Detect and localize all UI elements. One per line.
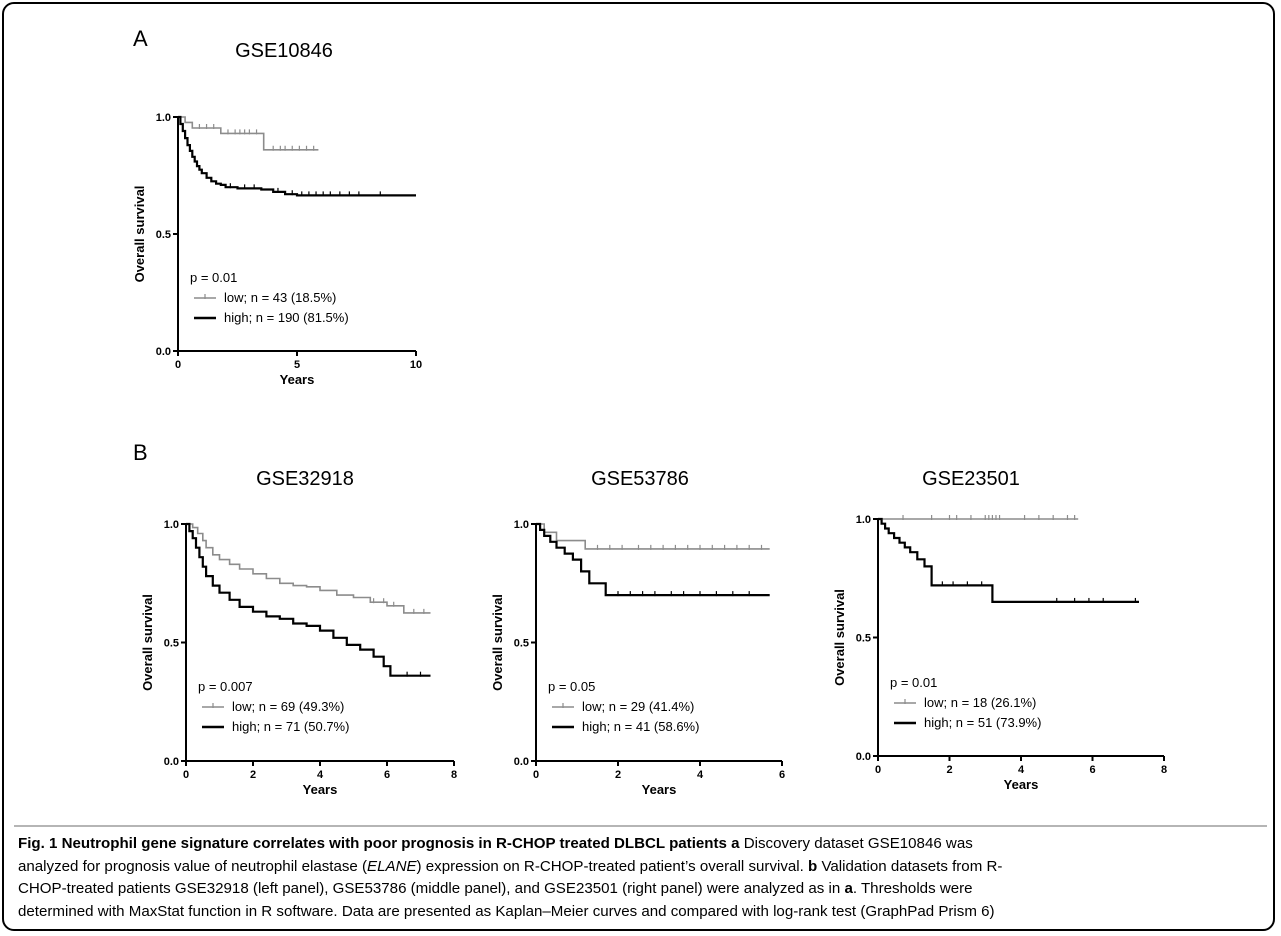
series-low-curve (178, 116, 319, 151)
caption-title: Fig. 1 Neutrophil gene signature correla… (18, 835, 727, 852)
caption-line-4: determined with MaxStat function in R so… (18, 902, 995, 920)
x-axis-label: Years (1004, 777, 1039, 792)
legend-label: low; n = 29 (41.4%) (582, 699, 694, 714)
chart-title: GSE53786 (591, 468, 689, 490)
x-tick-label: 0 (533, 769, 539, 781)
series-high-curve (186, 522, 431, 677)
legend-label: low; n = 43 (18.5%) (224, 290, 336, 305)
x-axis-label: Years (303, 782, 338, 797)
caption-text-2b: ) expression on R-CHOP-treated patient’s… (416, 857, 809, 875)
p-value-label: p = 0.01 (890, 675, 937, 690)
chart-title: GSE23501 (922, 468, 1020, 490)
y-tick-label: 1.0 (156, 112, 171, 124)
chart-title: GSE32918 (256, 468, 354, 490)
legend-label: high; n = 51 (73.9%) (924, 715, 1041, 730)
chart-title: GSE10846 (235, 40, 333, 62)
caption-text-3a: CHOP-treated patients GSE32918 (left pan… (18, 880, 845, 897)
x-axis-label: Years (280, 372, 315, 387)
x-tick-label: 6 (779, 769, 785, 781)
y-tick-label: 0.5 (164, 638, 179, 650)
y-axis-label: Overall survival (832, 589, 847, 686)
y-tick-label: 0.0 (164, 756, 179, 768)
series-high-curve (178, 115, 416, 197)
x-tick-label: 0 (875, 764, 881, 776)
x-tick-label: 4 (697, 769, 704, 781)
caption-text-1: Discovery dataset GSE10846 was (739, 835, 973, 852)
x-tick-label: 4 (317, 769, 324, 781)
x-tick-label: 2 (250, 769, 256, 781)
km-chart-gse32918: GSE32918 0.0 0.5 1.0 0 2 4 6 8 Years Overall survi… (140, 468, 457, 797)
caption-bold-b: b (808, 857, 818, 875)
km-chart-gse23501: GSE23501 0.0 0.5 1.0 0 2 4 6 8 Years Overall survi… (832, 468, 1167, 792)
caption-line-2: analyzed for prognosis value of neutroph… (18, 856, 1266, 879)
x-tick-label: 8 (1161, 764, 1167, 776)
caption-bold-a2: a (844, 880, 853, 897)
series-low-curve (536, 523, 770, 550)
y-tick-label: 0.0 (514, 756, 529, 768)
km-chart-gse53786: GSE53786 0.0 0.5 1.0 0 2 4 6 Years Overall surviv… (490, 468, 785, 797)
x-axis-label: Years (642, 782, 677, 797)
y-axis-label: Overall survival (132, 186, 147, 283)
caption-text-3b: . Thresholds were (852, 880, 973, 897)
caption-text-2c: Validation datasets from R- (817, 857, 1003, 875)
y-tick-label: 0.5 (514, 638, 529, 650)
x-tick-label: 10 (410, 359, 422, 371)
p-value-label: p = 0.05 (548, 679, 595, 694)
x-tick-label: 0 (175, 359, 181, 371)
caption-bold-a: a (731, 835, 740, 852)
y-tick-label: 0.0 (856, 751, 871, 763)
y-axis-label: Overall survival (140, 594, 155, 691)
p-value-label: p = 0.007 (198, 679, 253, 694)
x-tick-label: 8 (451, 769, 457, 781)
legend-label: high; n = 41 (58.6%) (582, 719, 699, 734)
figure-caption: Fig. 1 Neutrophil gene signature correla… (18, 833, 1266, 923)
series-high-curve (536, 522, 770, 597)
legend-label: high; n = 190 (81.5%) (224, 310, 349, 325)
x-tick-label: 2 (946, 764, 952, 776)
x-tick-label: 6 (384, 769, 390, 781)
series-high-curve (878, 517, 1139, 603)
x-tick-label: 6 (1089, 764, 1095, 776)
panel-a-letter: A (133, 26, 148, 51)
km-chart-gse10846: GSE10846 0.0 0.5 1.0 0 5 10 Years Overall surviv… (132, 40, 422, 387)
series-low-curve (186, 523, 431, 614)
y-tick-label: 1.0 (856, 514, 871, 526)
x-tick-label: 0 (183, 769, 189, 781)
caption-separator (14, 825, 1267, 827)
x-tick-label: 4 (1018, 764, 1025, 776)
panel-b-letter: B (133, 440, 148, 465)
legend-label: high; n = 71 (50.7%) (232, 719, 349, 734)
p-value-label: p = 0.01 (190, 270, 237, 285)
y-axis-label: Overall survival (490, 594, 505, 691)
legend-label: low; n = 69 (49.3%) (232, 699, 344, 714)
caption-text-2a: analyzed for prognosis value of neutroph… (18, 857, 368, 875)
caption-italic-elane: ELANE (367, 857, 417, 875)
y-tick-label: 1.0 (514, 519, 529, 531)
legend-label: low; n = 18 (26.1%) (924, 695, 1036, 710)
y-tick-label: 1.0 (164, 519, 179, 531)
x-tick-label: 5 (294, 359, 300, 371)
y-tick-label: 0.5 (156, 229, 171, 241)
y-tick-label: 0.5 (856, 633, 871, 645)
y-tick-label: 0.0 (156, 346, 171, 358)
x-tick-label: 2 (615, 769, 621, 781)
caption-line-1: Fig. 1 Neutrophil gene signature correla… (18, 833, 1266, 856)
caption-line-3: CHOP-treated patients GSE32918 (left pan… (18, 878, 1266, 901)
